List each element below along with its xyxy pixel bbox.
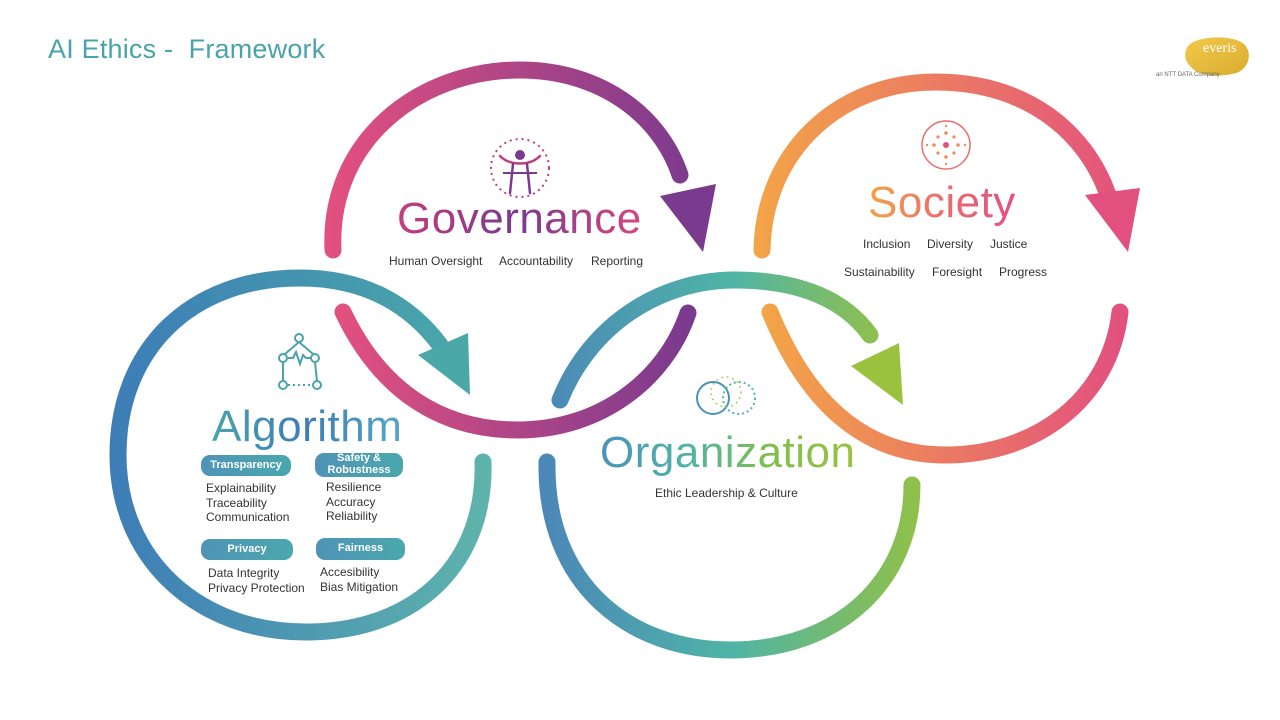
algorithm-heading: Algorithm xyxy=(212,402,403,451)
governance-item: Accountability xyxy=(499,254,574,268)
society-ring-top xyxy=(753,73,1117,259)
transparency-list: Explainability Traceability Communicatio… xyxy=(206,481,289,525)
privacy-list: Data Integrity Privacy Protection xyxy=(208,566,305,595)
algorithm-ring-top xyxy=(109,269,449,464)
society-ring-bottom xyxy=(761,303,1129,464)
network-burst-icon xyxy=(921,120,971,170)
society-item: Inclusion xyxy=(863,237,911,251)
list-item: Communication xyxy=(206,510,290,524)
transparency-pill: Transparency xyxy=(201,455,291,476)
society-item: Progress xyxy=(999,265,1048,279)
list-item: Traceability xyxy=(206,495,267,510)
safety-robustness-list: Resilience Accuracy Reliability xyxy=(326,480,381,524)
list-item: Accuracy xyxy=(326,494,376,509)
governance-item: Reporting xyxy=(591,254,644,268)
logo-text: everis xyxy=(1203,41,1237,56)
list-item: Data Integrity xyxy=(208,566,280,580)
privacy-pill: Privacy xyxy=(201,539,293,560)
human-figure-icon xyxy=(490,138,550,198)
society-item: Foresight xyxy=(932,265,983,279)
graph-nodes-icon xyxy=(278,333,322,390)
governance-arrowhead xyxy=(660,184,716,252)
organization-ring-top xyxy=(551,271,879,409)
organization-arrowhead xyxy=(851,343,903,405)
society-item: Diversity xyxy=(927,237,974,251)
list-item: Reliability xyxy=(326,509,378,523)
fairness-list: Accesibility Bias Mitigation xyxy=(320,565,398,594)
governance-ring-top xyxy=(324,61,689,259)
safety-robustness-pill: Safety & Robustness xyxy=(315,453,403,477)
organization-item: Ethic Leadership & Culture xyxy=(655,486,798,500)
society-item: Justice xyxy=(990,237,1028,251)
algorithm-ring-bottom xyxy=(109,446,492,641)
organization-heading: Organization xyxy=(600,428,856,477)
society-item: Sustainability xyxy=(844,265,915,279)
interlocking-circles-icon xyxy=(696,376,756,415)
society-arrowhead xyxy=(1085,188,1140,252)
list-item: Explainability xyxy=(206,481,277,495)
page-title: AI Ethics - Framework xyxy=(48,34,326,64)
society-heading: Society xyxy=(868,178,1016,227)
governance-ring-bottom xyxy=(334,303,697,439)
fairness-pill: Fairness xyxy=(316,538,405,560)
organization-ring-bottom xyxy=(538,453,921,659)
list-item: Bias Mitigation xyxy=(320,579,399,594)
list-item: Resilience xyxy=(326,480,382,494)
list-item: Accesibility xyxy=(320,565,380,579)
list-item: Privacy Protection xyxy=(208,580,305,595)
logo-shape xyxy=(1185,37,1249,76)
governance-item: Human Oversight xyxy=(389,254,483,268)
logo-tagline: an NTT DATA Company xyxy=(1156,72,1220,78)
governance-heading: Governance xyxy=(397,194,642,243)
algorithm-arrowhead xyxy=(418,333,470,395)
